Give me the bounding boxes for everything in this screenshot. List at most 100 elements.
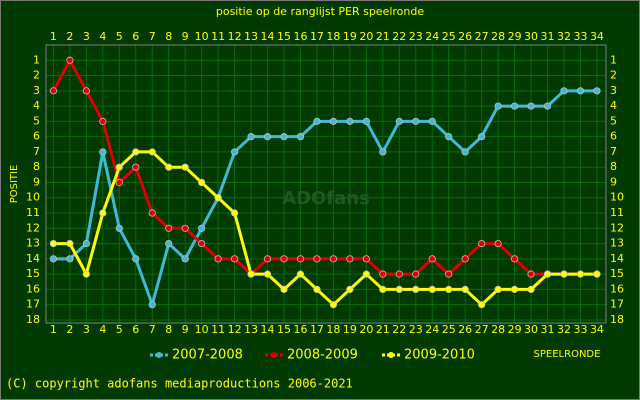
plot-border	[45, 44, 607, 324]
data-point	[576, 87, 585, 95]
data-point	[148, 209, 156, 217]
data-point	[49, 87, 58, 95]
data-point	[494, 102, 502, 110]
x-tick-label: 1	[50, 323, 57, 336]
x-tick-label: 28	[491, 30, 505, 43]
data-point	[230, 209, 239, 217]
data-point	[198, 224, 206, 232]
x-tick-label: 27	[475, 30, 489, 43]
data-point	[99, 148, 107, 156]
data-point	[247, 133, 255, 141]
data-point	[445, 133, 453, 141]
data-point	[49, 239, 58, 248]
data-point	[445, 285, 453, 293]
chart-title: positie op de ranglijst PER speelronde	[216, 5, 425, 18]
x-tick-label: 12	[228, 30, 242, 43]
x-tick-label: 22	[392, 30, 406, 43]
x-tick-label: 18	[326, 30, 340, 43]
x-tick-label: 25	[442, 323, 456, 336]
y2-tick-label: 16	[610, 282, 624, 295]
data-point	[214, 255, 222, 263]
data-point	[165, 239, 173, 248]
data-point	[49, 255, 58, 263]
data-point	[593, 87, 601, 95]
x-tick-label: 24	[425, 323, 439, 336]
data-point	[412, 285, 420, 293]
data-point	[165, 224, 173, 232]
y2-tick-label: 13	[610, 237, 624, 250]
x-tick-label: 16	[293, 30, 307, 43]
data-point	[395, 117, 403, 125]
y2-tick-label: 5	[610, 114, 617, 127]
y-tick-label: 9	[33, 175, 40, 188]
x-tick-label: 14	[261, 30, 275, 43]
data-point	[510, 255, 519, 263]
data-point	[115, 178, 123, 187]
x-tick-label: 34	[590, 30, 604, 43]
y-tick-label: 12	[26, 221, 40, 234]
y2-tick-label: 18	[610, 313, 624, 326]
data-point	[198, 178, 206, 187]
y2-tick-label: 1	[610, 53, 617, 66]
x-tick-label: 5	[116, 323, 123, 336]
x-tick-label: 13	[244, 323, 258, 336]
x-tick-label: 31	[541, 30, 555, 43]
x-tick-label: 19	[343, 323, 357, 336]
data-point	[280, 133, 288, 141]
data-point	[379, 148, 387, 156]
y-tick-label: 8	[33, 160, 40, 173]
y-tick-label: 10	[26, 191, 40, 204]
x-tick-label: 11	[211, 30, 225, 43]
data-point	[296, 255, 305, 263]
y-tick-label: 3	[33, 84, 40, 97]
watermark: ADOfans	[282, 188, 370, 209]
x-tick-label: 23	[409, 30, 423, 43]
data-point	[543, 102, 552, 110]
x-tick-label: 2	[66, 323, 73, 336]
x-tick-label: 17	[310, 30, 324, 43]
y-tick-label: 7	[33, 145, 40, 158]
y2-tick-label: 15	[610, 267, 624, 280]
x-tick-label: 1	[50, 30, 57, 43]
data-point	[99, 117, 107, 125]
data-point	[510, 102, 519, 110]
x-tick-label: 7	[149, 323, 156, 336]
x-tick-label: 19	[343, 30, 357, 43]
x-tick-label: 9	[182, 30, 189, 43]
y2-tick-label: 2	[610, 69, 617, 82]
data-point	[346, 117, 354, 125]
data-point	[593, 270, 601, 278]
data-point	[461, 148, 469, 156]
x-tick-label: 28	[491, 323, 505, 336]
data-point	[329, 255, 338, 263]
series-line	[53, 150, 597, 307]
data-point	[494, 285, 502, 293]
data-point	[412, 270, 420, 278]
x-tick-label: 32	[557, 323, 571, 336]
data-point	[263, 255, 272, 263]
data-point	[428, 285, 436, 293]
data-point	[346, 255, 354, 263]
data-point	[478, 133, 486, 141]
y-tick-label: 11	[26, 206, 40, 219]
data-point	[510, 285, 519, 293]
data-point	[263, 270, 272, 278]
y2-tick-label: 10	[610, 191, 624, 204]
legend-label: 2008-2009	[287, 348, 358, 363]
data-point	[82, 270, 90, 278]
y-axis-label: POSITIE	[9, 165, 20, 204]
x-tick-label: 32	[557, 30, 571, 43]
x-tick-label: 26	[458, 30, 472, 43]
data-point	[263, 133, 272, 141]
data-point	[280, 255, 288, 263]
x-tick-label: 11	[211, 323, 225, 336]
x-tick-label: 30	[524, 30, 538, 43]
data-point	[329, 301, 338, 309]
series-line	[53, 89, 597, 307]
x-tick-label: 21	[376, 30, 390, 43]
data-point	[560, 87, 568, 95]
x-tick-label: 30	[524, 323, 538, 336]
x-tick-label: 24	[425, 30, 439, 43]
x-tick-label: 5	[116, 30, 123, 43]
